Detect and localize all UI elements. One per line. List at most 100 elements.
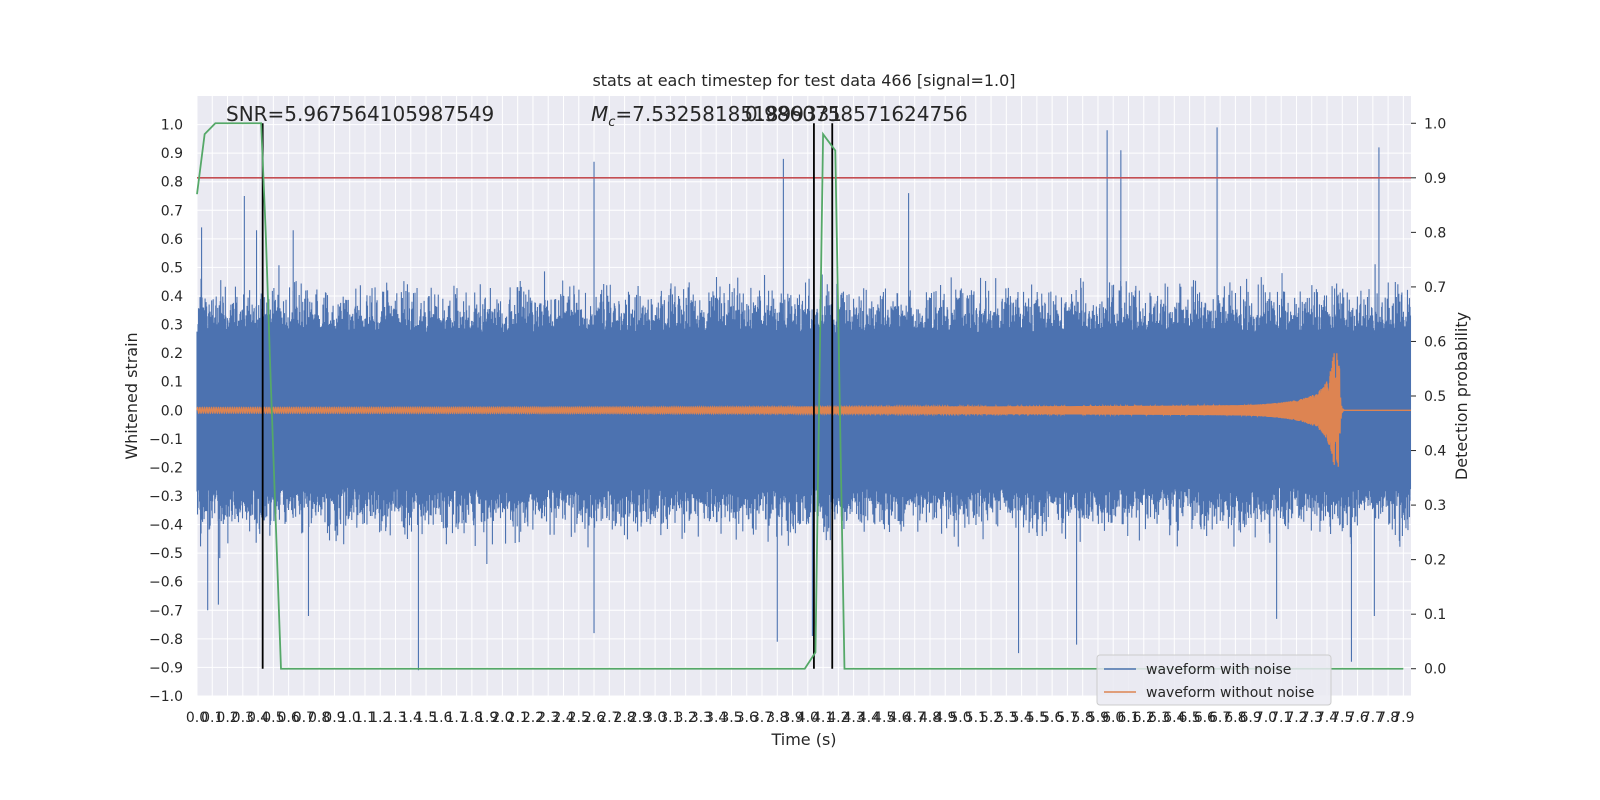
x-tick-label: 0.8 bbox=[308, 710, 330, 726]
y-tick-label: −0.6 bbox=[149, 575, 183, 591]
y2-axis-label: Detection probability bbox=[1452, 312, 1471, 480]
x-tick-label: 2.0 bbox=[491, 710, 513, 726]
y2-tick-label: 0.3 bbox=[1424, 498, 1446, 514]
y-tick-label: −0.9 bbox=[149, 660, 183, 676]
y2-tick-label: 0.6 bbox=[1424, 334, 1446, 350]
x-tick-label: 3.1 bbox=[659, 710, 681, 726]
x-tick-label: 7.2 bbox=[1285, 710, 1307, 726]
y2-tick-label: 0.5 bbox=[1424, 389, 1446, 405]
x-tick-label: 2.9 bbox=[629, 710, 651, 726]
x-tick-label: 4.5 bbox=[873, 710, 895, 726]
x-tick-label: 4.0 bbox=[797, 710, 819, 726]
y2-tick-label: 1.0 bbox=[1424, 116, 1446, 132]
x-tick-label: 6.1 bbox=[1117, 710, 1139, 726]
y-tick-label: −0.8 bbox=[149, 632, 183, 648]
x-tick-label: 6.3 bbox=[1148, 710, 1170, 726]
x-tick-label: 0.9 bbox=[323, 710, 345, 726]
x-tick-label: 4.4 bbox=[858, 710, 880, 726]
y-tick-label: 1.0 bbox=[161, 118, 183, 134]
x-tick-label: 1.6 bbox=[430, 710, 452, 726]
x-tick-label: 1.2 bbox=[369, 710, 391, 726]
x-tick-label: 2.8 bbox=[613, 710, 635, 726]
x-tick-label: 4.2 bbox=[827, 710, 849, 726]
y-tick-label: −0.1 bbox=[149, 432, 183, 448]
probability-layer bbox=[196, 122, 1411, 670]
x-tick-label: 6.5 bbox=[1178, 710, 1200, 726]
x-tick-label: 0.3 bbox=[232, 710, 254, 726]
y-tick-label: 0.1 bbox=[161, 375, 183, 391]
x-tick-label: 6.7 bbox=[1209, 710, 1231, 726]
x-tick-label: 3.8 bbox=[766, 710, 788, 726]
y-tick-label: 0.4 bbox=[161, 289, 183, 305]
y-tick-label: −1.0 bbox=[149, 689, 183, 705]
chart-title: stats at each timestep for test data 466… bbox=[592, 71, 1015, 90]
y-tick-label: 0.6 bbox=[161, 232, 183, 248]
x-tick-label: 6.6 bbox=[1194, 710, 1216, 726]
legend: waveform with noise waveform without noi… bbox=[1096, 654, 1332, 706]
x-tick-label: 2.5 bbox=[568, 710, 590, 726]
clean-waveform-series bbox=[196, 353, 1411, 467]
x-tick-label: 6.2 bbox=[1133, 710, 1155, 726]
x-tick-label: 0.6 bbox=[277, 710, 299, 726]
x-tick-label: 2.1 bbox=[507, 710, 529, 726]
y-tick-label: 0.9 bbox=[161, 146, 183, 162]
x-tick-label: 0.0 bbox=[186, 710, 208, 726]
x-axis-ticks: 0.00.10.20.30.40.50.60.70.80.91.01.11.21… bbox=[186, 710, 1415, 726]
y-axis-label: Whitened strain bbox=[122, 332, 141, 459]
x-tick-label: 1.4 bbox=[400, 710, 422, 726]
clean-waveform-line bbox=[196, 353, 1411, 467]
x-tick-label: 5.0 bbox=[949, 710, 971, 726]
x-tick-label: 3.7 bbox=[751, 710, 773, 726]
x-tick-label: 3.9 bbox=[781, 710, 803, 726]
x-tick-label: 3.0 bbox=[644, 710, 666, 726]
x-tick-label: 0.2 bbox=[216, 710, 238, 726]
x-tick-label: 6.4 bbox=[1163, 710, 1185, 726]
x-tick-label: 2.2 bbox=[522, 710, 544, 726]
y2-tick-label: 0.7 bbox=[1424, 280, 1446, 296]
legend-label-clean: waveform without noise bbox=[1146, 685, 1314, 701]
noisy-waveform-line bbox=[196, 127, 1412, 671]
x-tick-label: 6.0 bbox=[1102, 710, 1124, 726]
y-tick-label: 0.5 bbox=[161, 260, 183, 276]
y-tick-label: 0.2 bbox=[161, 346, 183, 362]
legend-box bbox=[1096, 654, 1332, 706]
y-tick-label: −0.4 bbox=[149, 518, 183, 534]
x-tick-label: 2.3 bbox=[537, 710, 559, 726]
x-tick-label: 3.3 bbox=[690, 710, 712, 726]
x-tick-label: 4.7 bbox=[904, 710, 926, 726]
x-tick-label: 5.4 bbox=[1010, 710, 1032, 726]
x-tick-label: 4.3 bbox=[842, 710, 864, 726]
y-tick-label: −0.2 bbox=[149, 460, 183, 476]
x-tick-label: 3.6 bbox=[736, 710, 758, 726]
y-tick-label: 0.7 bbox=[161, 203, 183, 219]
x-tick-label: 4.8 bbox=[919, 710, 941, 726]
y-tick-label: 0.0 bbox=[161, 403, 183, 419]
x-tick-label: 6.9 bbox=[1240, 710, 1262, 726]
x-tick-label: 2.6 bbox=[583, 710, 605, 726]
noisy-waveform-series bbox=[196, 127, 1412, 671]
y2-axis-ticks: 0.0 0.1 0.2 0.3 0.4 0.5 0.6 0.7 0.8 0.9 1.0 bbox=[1411, 116, 1446, 678]
x-tick-label: 7.9 bbox=[1392, 710, 1414, 726]
x-tick-label: 3.2 bbox=[675, 710, 697, 726]
x-tick-label: 1.1 bbox=[354, 710, 376, 726]
y2-tick-label: 0.1 bbox=[1424, 607, 1446, 623]
chirp-mass-annotation: Mc=7.532581851899331 bbox=[591, 102, 842, 130]
x-tick-label: 5.5 bbox=[1026, 710, 1048, 726]
y2-tick-label: 0.0 bbox=[1424, 662, 1446, 678]
x-tick-label: 5.9 bbox=[1087, 710, 1109, 726]
x-tick-label: 1.8 bbox=[461, 710, 483, 726]
x-tick-label: 2.7 bbox=[598, 710, 620, 726]
x-tick-label: 1.5 bbox=[415, 710, 437, 726]
x-tick-label: 3.5 bbox=[720, 710, 742, 726]
x-tick-label: 7.3 bbox=[1301, 710, 1323, 726]
chirp-mass-value: =7.532581851899331 bbox=[615, 102, 842, 126]
x-tick-label: 4.6 bbox=[888, 710, 910, 726]
x-tick-label: 4.9 bbox=[934, 710, 956, 726]
y2-tick-label: 0.4 bbox=[1424, 444, 1446, 460]
snr-annotation: SNR=5.967564105987549 bbox=[226, 102, 494, 126]
x-tick-label: 1.9 bbox=[476, 710, 498, 726]
x-tick-label: 0.4 bbox=[247, 710, 269, 726]
x-tick-label: 0.7 bbox=[293, 710, 315, 726]
x-tick-label: 5.6 bbox=[1041, 710, 1063, 726]
x-tick-label: 0.1 bbox=[201, 710, 223, 726]
